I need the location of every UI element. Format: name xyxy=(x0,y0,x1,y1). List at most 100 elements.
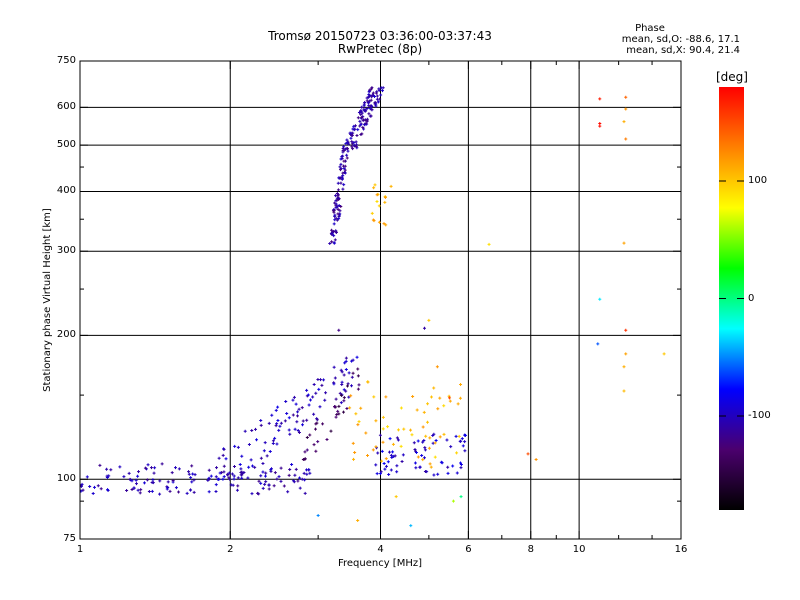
data-point xyxy=(349,136,353,140)
data-point xyxy=(314,449,318,453)
data-point xyxy=(423,448,427,452)
data-point xyxy=(350,140,354,144)
data-point xyxy=(339,181,343,185)
x-tick-label: 4 xyxy=(377,544,384,555)
data-point xyxy=(316,513,320,517)
data-point xyxy=(334,397,338,401)
data-point xyxy=(312,412,316,416)
data-point xyxy=(424,434,428,438)
data-point xyxy=(352,457,356,461)
data-point xyxy=(334,194,338,198)
data-point xyxy=(122,475,126,479)
data-point xyxy=(158,492,162,496)
data-point xyxy=(353,144,357,148)
data-point xyxy=(279,421,283,425)
data-point xyxy=(344,368,348,372)
data-point xyxy=(377,220,381,224)
data-point xyxy=(174,486,178,490)
data-point xyxy=(371,93,375,97)
data-point xyxy=(249,458,253,462)
data-point xyxy=(456,402,460,406)
data-point xyxy=(409,524,413,528)
data-point xyxy=(343,147,347,151)
data-point xyxy=(363,123,367,127)
data-point xyxy=(362,104,366,108)
data-point xyxy=(305,388,309,392)
data-point xyxy=(275,442,279,446)
data-point xyxy=(246,476,250,480)
data-point xyxy=(241,471,245,475)
data-point xyxy=(351,147,355,151)
data-point xyxy=(458,396,462,400)
data-point xyxy=(190,480,194,484)
data-point xyxy=(263,482,267,486)
data-point xyxy=(132,486,136,490)
y-tick-label: 100 xyxy=(56,473,76,485)
colorbar-tick-label: 0 xyxy=(748,292,755,304)
data-point xyxy=(367,90,371,94)
data-point xyxy=(434,439,438,443)
data-point xyxy=(336,212,340,216)
data-point xyxy=(459,466,463,470)
data-point xyxy=(150,480,154,484)
data-point xyxy=(214,489,218,493)
data-point xyxy=(433,441,437,445)
data-point xyxy=(259,474,263,478)
data-point xyxy=(445,438,449,442)
data-point xyxy=(303,478,307,482)
data-point xyxy=(291,479,295,483)
data-point xyxy=(384,464,388,468)
data-point xyxy=(335,218,339,222)
data-point xyxy=(377,204,381,208)
data-point xyxy=(342,167,346,171)
data-point xyxy=(351,441,355,445)
data-point xyxy=(662,352,666,356)
data-point xyxy=(448,396,452,400)
data-point xyxy=(287,416,291,420)
data-point xyxy=(314,427,318,431)
data-point xyxy=(402,427,406,431)
data-point xyxy=(429,465,433,469)
data-point xyxy=(410,433,414,437)
data-point xyxy=(334,216,338,220)
colorbar-tick-label: -100 xyxy=(748,410,771,421)
data-point xyxy=(285,412,289,416)
data-point xyxy=(309,398,313,402)
data-point xyxy=(315,421,319,425)
data-point xyxy=(317,387,321,391)
data-point xyxy=(232,465,236,469)
data-point xyxy=(451,499,455,503)
data-point xyxy=(362,127,366,131)
data-point xyxy=(372,186,376,190)
data-points xyxy=(79,86,666,528)
data-point xyxy=(247,465,251,469)
data-point xyxy=(125,489,129,493)
data-point xyxy=(271,439,275,443)
data-point xyxy=(314,391,318,395)
data-point xyxy=(341,187,345,191)
data-point xyxy=(251,464,255,468)
data-point xyxy=(368,107,372,111)
data-point xyxy=(158,479,162,483)
data-point xyxy=(80,482,84,486)
data-point xyxy=(275,477,279,481)
data-point xyxy=(336,188,340,192)
data-point xyxy=(250,428,254,432)
data-point xyxy=(415,408,419,412)
data-point xyxy=(361,125,365,129)
data-point xyxy=(130,488,134,492)
data-point xyxy=(296,414,300,418)
data-point xyxy=(191,472,195,476)
data-point xyxy=(105,467,109,471)
data-point xyxy=(389,468,393,472)
data-point xyxy=(339,401,343,405)
data-point xyxy=(359,133,363,137)
data-point xyxy=(376,451,380,455)
data-point xyxy=(622,365,626,369)
data-point xyxy=(192,478,196,482)
data-point xyxy=(347,371,351,375)
data-point xyxy=(273,471,277,475)
data-point xyxy=(259,456,263,460)
data-point xyxy=(394,495,398,499)
data-point xyxy=(227,471,231,475)
